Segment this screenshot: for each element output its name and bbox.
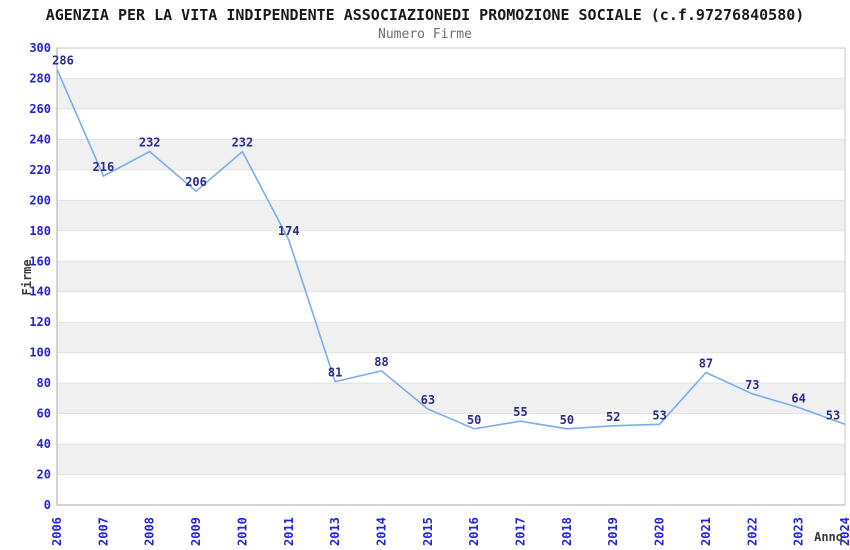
y-tick-label: 0 bbox=[44, 498, 51, 512]
data-point-label: 216 bbox=[93, 160, 115, 174]
data-point-label: 81 bbox=[328, 366, 342, 380]
x-tick-label: 2013 bbox=[328, 517, 342, 546]
data-point-label: 206 bbox=[185, 175, 207, 189]
y-tick-label: 160 bbox=[29, 254, 51, 268]
x-tick-label: 2022 bbox=[745, 517, 759, 546]
data-point-label: 53 bbox=[826, 408, 840, 422]
x-tick-label: 2009 bbox=[189, 517, 203, 546]
x-axis-title: Anno bbox=[814, 530, 843, 544]
y-tick-label: 120 bbox=[29, 315, 51, 329]
data-point-label: 64 bbox=[791, 392, 805, 406]
y-tick-label: 300 bbox=[29, 41, 51, 55]
y-tick-label: 280 bbox=[29, 71, 51, 85]
y-tick-label: 200 bbox=[29, 193, 51, 207]
data-point-label: 87 bbox=[699, 356, 713, 370]
x-tick-label: 2023 bbox=[792, 517, 806, 546]
y-tick-label: 260 bbox=[29, 102, 51, 116]
y-tick-label: 220 bbox=[29, 163, 51, 177]
series-line bbox=[56, 68, 846, 430]
chart-subtitle: Numero Firme bbox=[378, 27, 472, 42]
data-point-label: 55 bbox=[513, 405, 527, 419]
data-point-label: 286 bbox=[52, 53, 74, 67]
data-point-label: 174 bbox=[278, 224, 300, 238]
x-tick-label: 2020 bbox=[653, 517, 667, 546]
x-tick-label: 2016 bbox=[467, 517, 481, 546]
data-point-label: 50 bbox=[560, 413, 574, 427]
x-tick-label: 2010 bbox=[235, 517, 249, 546]
y-tick-label: 40 bbox=[37, 437, 51, 451]
y-tick-label: 100 bbox=[29, 346, 51, 360]
y-tick-label: 180 bbox=[29, 224, 51, 238]
plot-band bbox=[57, 200, 845, 231]
data-point-label: 63 bbox=[421, 393, 435, 407]
chart-title: AGENZIA PER LA VITA INDIPENDENTE ASSOCIA… bbox=[45, 6, 805, 24]
y-tick-label: 80 bbox=[37, 376, 51, 390]
x-tick-label: 2021 bbox=[699, 517, 713, 546]
x-tick-label: 2019 bbox=[606, 517, 620, 546]
plot-band bbox=[57, 322, 845, 353]
x-tick-label: 2006 bbox=[50, 517, 64, 546]
y-tick-label: 140 bbox=[29, 285, 51, 299]
plot-band bbox=[57, 78, 845, 109]
y-axis-title: Firme bbox=[20, 259, 34, 295]
plot-band bbox=[57, 444, 845, 475]
x-tick-label: 2015 bbox=[421, 517, 435, 546]
x-tick-label: 2017 bbox=[514, 517, 528, 546]
x-tick-label: 2024 bbox=[838, 517, 850, 546]
x-tick-label: 2008 bbox=[143, 517, 157, 546]
x-tick-label: 2007 bbox=[96, 517, 110, 546]
data-point-label: 53 bbox=[652, 408, 666, 422]
x-tick-label: 2014 bbox=[374, 517, 388, 546]
plot-band bbox=[57, 139, 845, 170]
data-point-label: 73 bbox=[745, 378, 759, 392]
data-point-label: 232 bbox=[139, 136, 161, 150]
data-point-label: 50 bbox=[467, 413, 481, 427]
x-tick-label: 2011 bbox=[282, 517, 296, 546]
data-point-label: 232 bbox=[232, 136, 254, 150]
plot-band bbox=[57, 383, 845, 414]
x-tick-label: 2018 bbox=[560, 517, 574, 546]
data-point-label: 88 bbox=[374, 355, 388, 369]
data-point-label: 52 bbox=[606, 410, 620, 424]
y-tick-label: 240 bbox=[29, 132, 51, 146]
y-tick-label: 20 bbox=[37, 468, 51, 482]
y-tick-label: 60 bbox=[37, 407, 51, 421]
plot-band bbox=[57, 261, 845, 292]
